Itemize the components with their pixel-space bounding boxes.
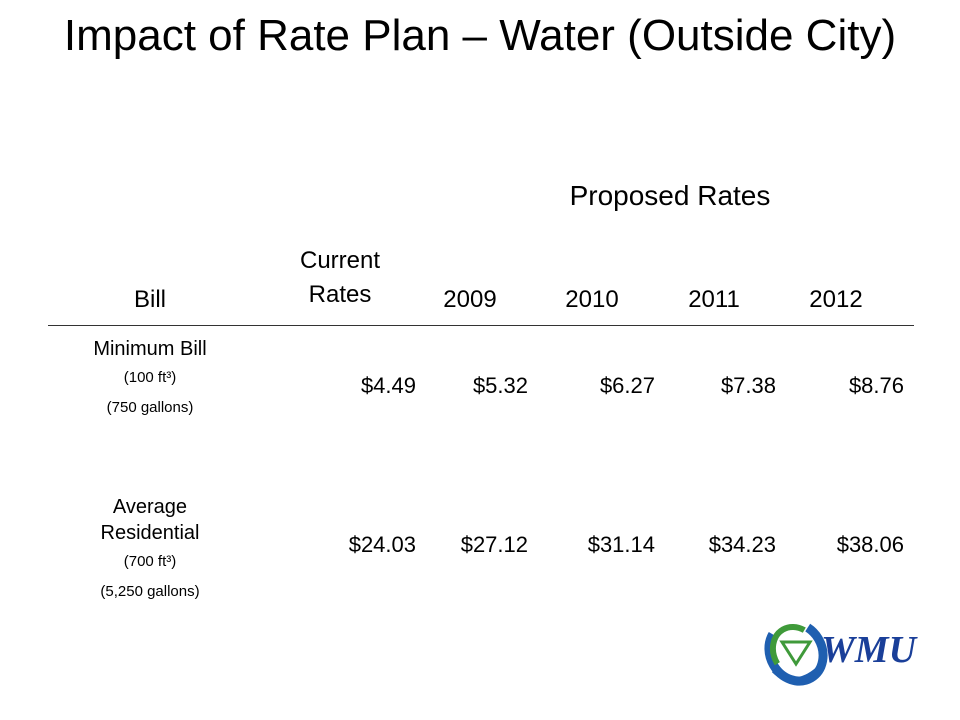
column-header-2010: 2010 — [565, 286, 619, 313]
column-header-2009: 2009 — [443, 286, 497, 313]
column-header-2011: 2011 — [688, 286, 740, 313]
row-title: Minimum Bill — [93, 338, 207, 360]
column-header-current-rates: Current Rates — [299, 247, 381, 308]
cell-average-2009: $27.12 — [460, 532, 528, 557]
row-volume: (100 ft³) — [123, 369, 177, 386]
row-gallons: (5,250 gallons) — [100, 583, 200, 600]
cell-minimum-2012: $8.76 — [848, 373, 904, 398]
row-label-average-residential: Average Residential (700 ft³) (5,250 gal… — [40, 494, 260, 602]
row-title: Average Residential — [100, 496, 200, 544]
cell-average-current: $24.03 — [348, 532, 416, 557]
cell-minimum-current: $4.49 — [360, 373, 416, 398]
header-divider — [48, 325, 914, 326]
column-header-2012: 2012 — [809, 286, 863, 313]
cell-minimum-2010: $6.27 — [599, 373, 655, 398]
proposed-rates-header: Proposed Rates — [569, 180, 771, 211]
row-label-minimum-bill: Minimum Bill (100 ft³) (750 gallons) — [40, 336, 260, 418]
row-volume: (700 ft³) — [123, 553, 177, 570]
cell-minimum-2009: $5.32 — [472, 373, 528, 398]
logo-text: WMU — [821, 629, 917, 671]
cell-average-2012: $38.06 — [836, 532, 904, 557]
row-gallons: (750 gallons) — [106, 399, 194, 416]
cell-minimum-2011: $7.38 — [720, 373, 776, 398]
column-header-bill: Bill — [133, 286, 166, 313]
page-title: Impact of Rate Plan – Water (Outside Cit… — [63, 11, 897, 60]
cell-average-2010: $31.14 — [587, 532, 655, 557]
wmu-logo — [764, 618, 828, 686]
logo-emblem-icon — [764, 618, 828, 686]
cell-average-2011: $34.23 — [708, 532, 776, 557]
